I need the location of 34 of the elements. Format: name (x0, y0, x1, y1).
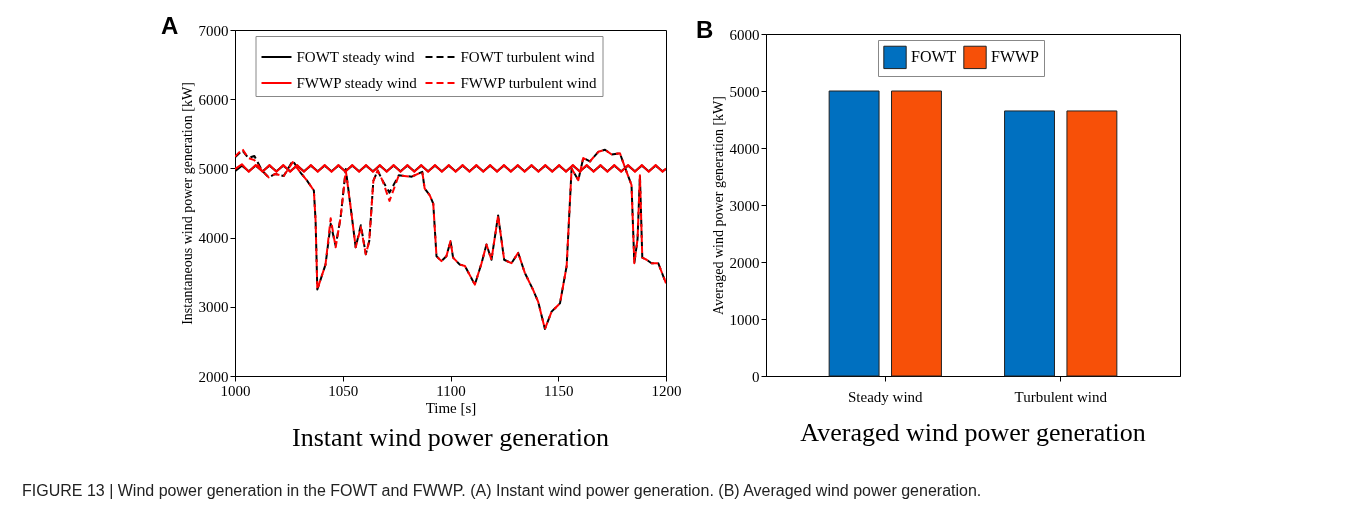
y-tick-label: 3000 (729, 197, 760, 214)
y-tick-label: 0 (752, 368, 760, 385)
text: Averaged wind power generation (800, 418, 1146, 447)
legend-label: FOWT turbulent wind (460, 49, 595, 65)
legend-label: FWWP (991, 48, 1040, 66)
y-tick-label: 4000 (729, 140, 760, 157)
x-tick-label: 1200 (651, 382, 682, 399)
y-axis-title: Averaged wind power generation [kW] (710, 96, 726, 315)
legend-label: FWWP turbulent wind (460, 75, 598, 91)
y-tick-label: 5000 (198, 160, 229, 177)
x-tick-label: Turbulent wind (1014, 388, 1108, 405)
x-tick-label: 1050 (328, 382, 359, 399)
y-tick-label: 3000 (198, 299, 229, 316)
x-axis-title: Time [s] (425, 399, 477, 416)
y-tick-label: 6000 (729, 26, 760, 43)
y-tick-label: 5000 (729, 83, 760, 100)
x-tick-label: 1150 (544, 382, 574, 399)
x-tick-label: 1100 (436, 382, 466, 399)
legend-label: FWWP steady wind (296, 75, 418, 91)
legend-label: FOWT steady wind (296, 49, 416, 65)
x-tick-label: Steady wind (848, 388, 924, 405)
text: B (696, 16, 714, 44)
y-tick-label: 2000 (729, 254, 760, 271)
text: Instant wind power generation (292, 423, 609, 452)
y-tick-label: 1000 (729, 311, 760, 328)
y-tick-label: 7000 (198, 22, 229, 39)
y-tick-label: 4000 (198, 230, 229, 247)
legend-label: FOWT (911, 48, 957, 66)
y-tick-label: 2000 (198, 368, 229, 385)
text: A (161, 12, 179, 40)
caption: FIGURE 13 | Wind power generation in the FOWT and FWWP. (A) Instant wind power generation. (B) Averaged wind power generation. (22, 482, 982, 500)
x-tick-label: 1000 (220, 382, 251, 399)
y-axis-title: Instantaneous wind power generation [kW] (179, 82, 195, 325)
y-tick-label: 6000 (198, 91, 229, 108)
